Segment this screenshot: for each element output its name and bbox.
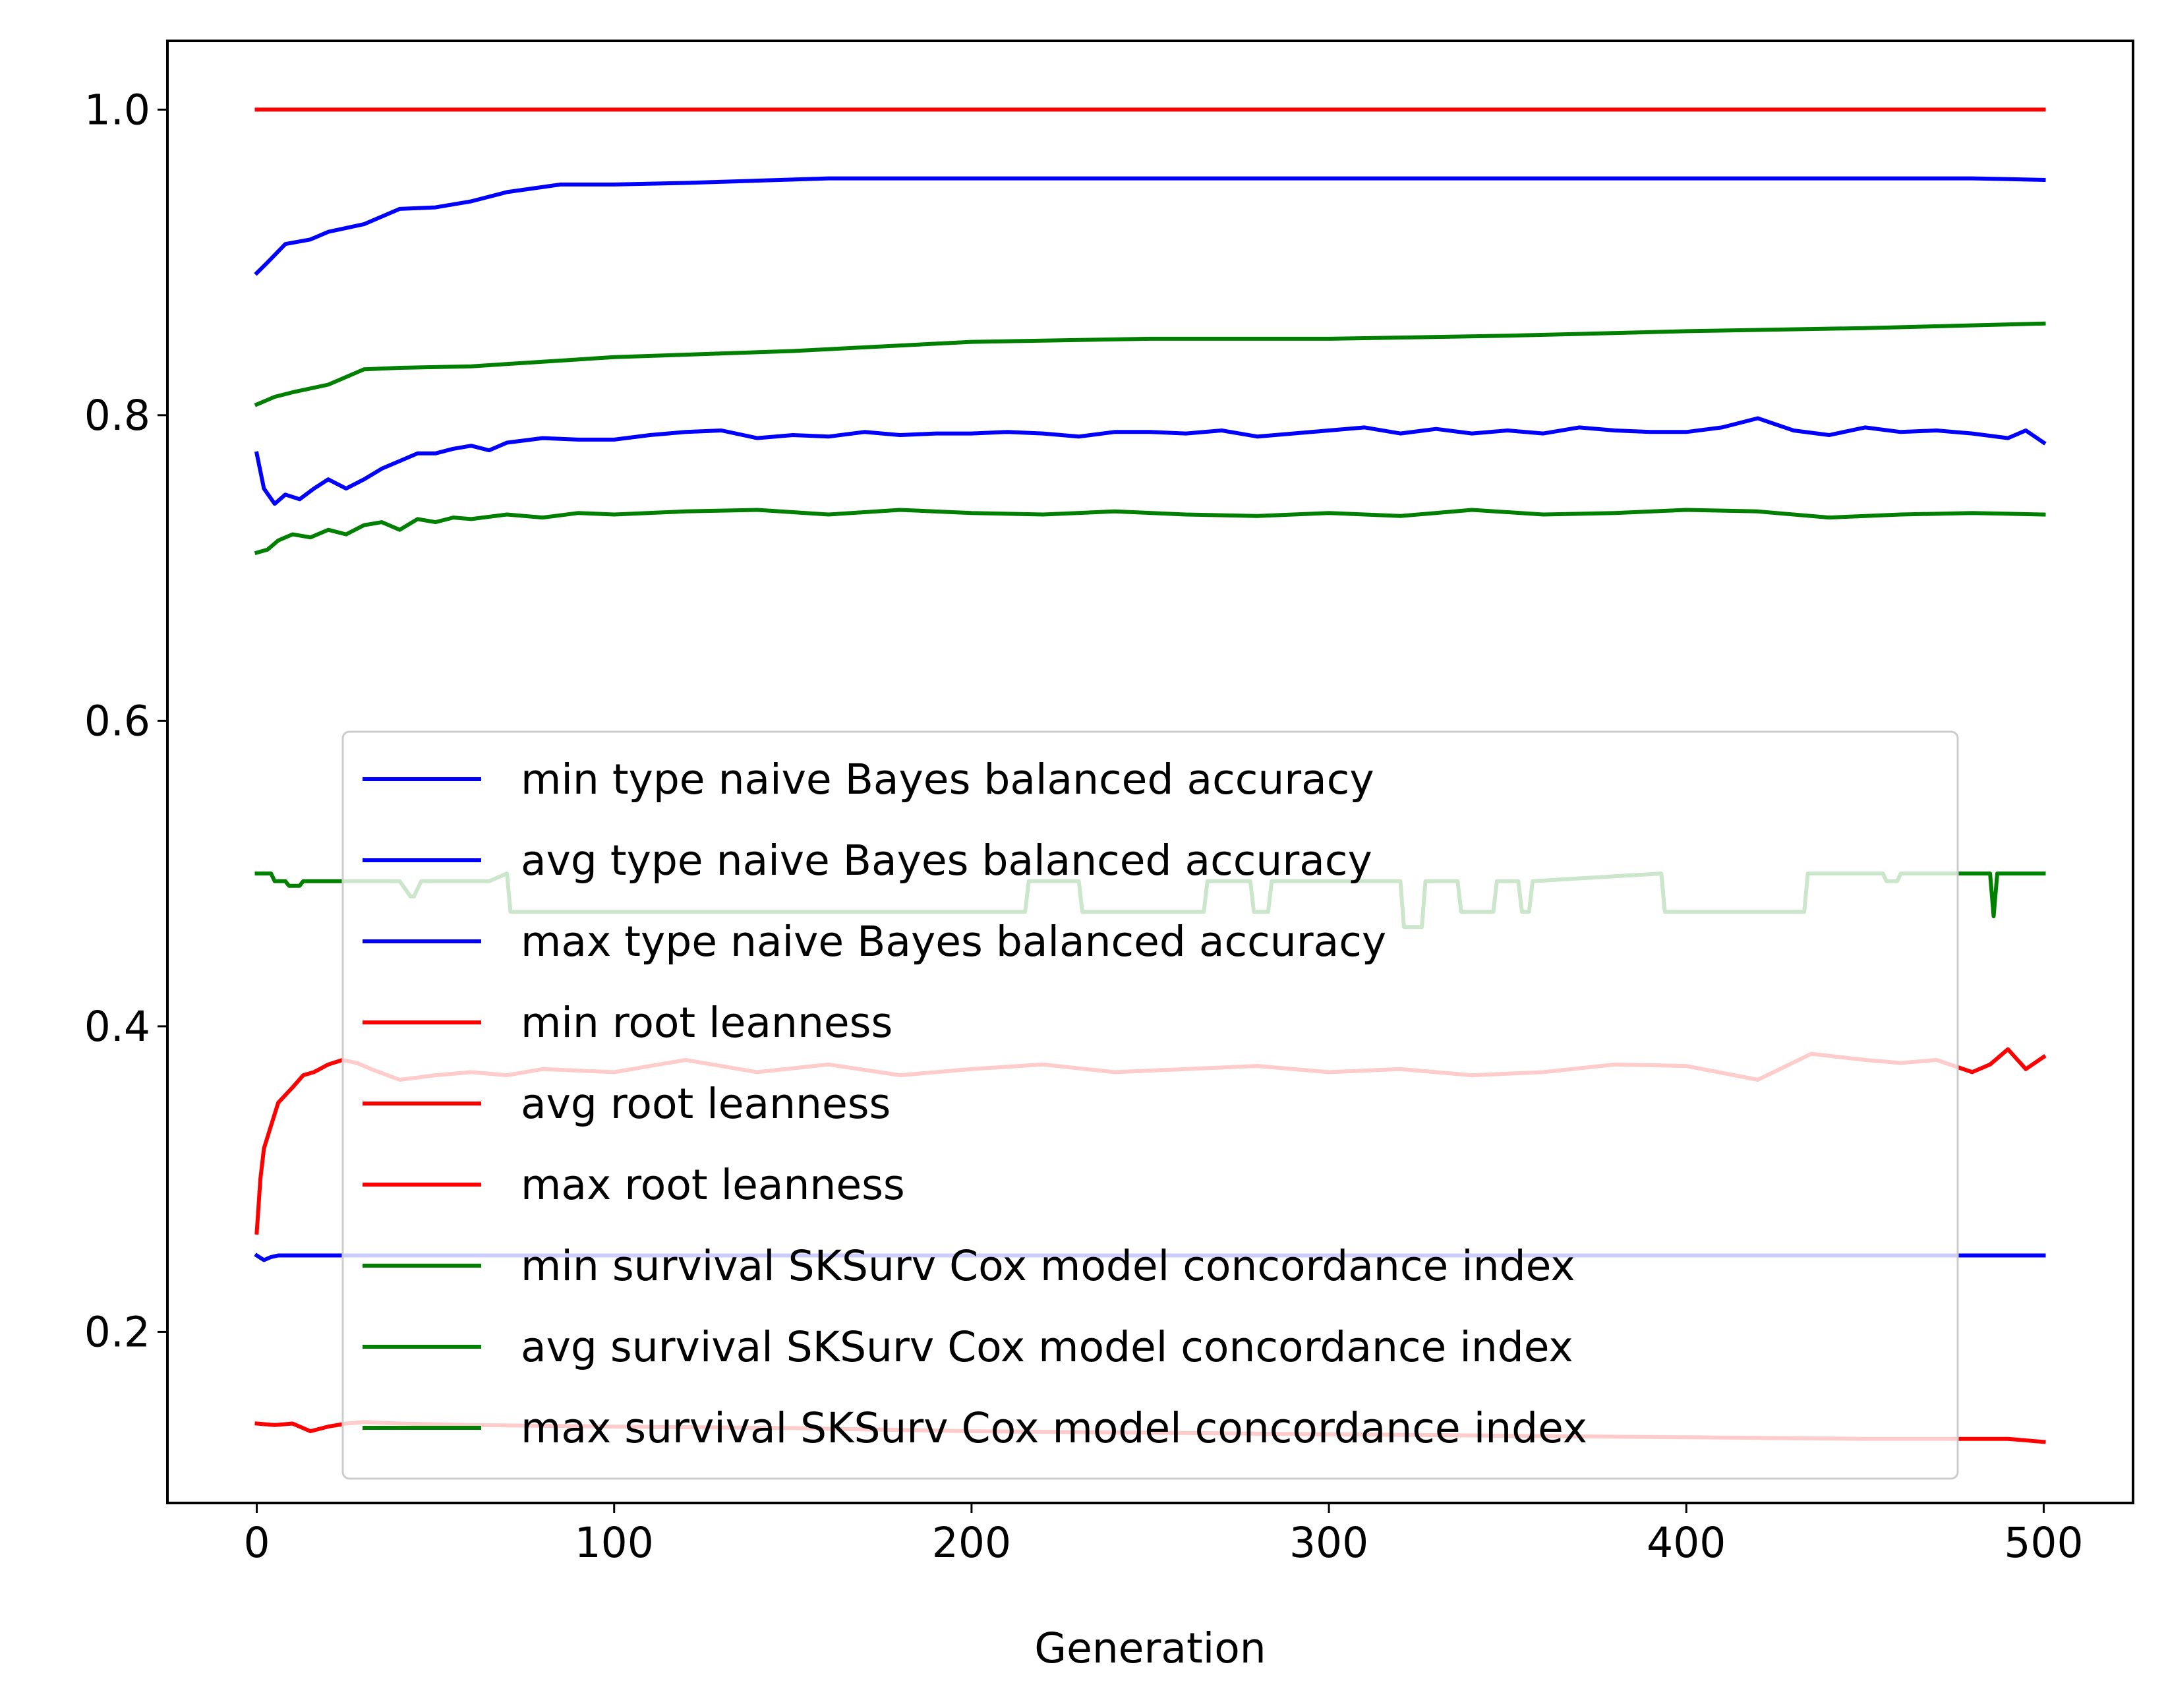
legend-entry: max root leanness [521,1161,905,1209]
y-axis-ticks: 0.2 0.4 0.6 0.8 1.0 [84,86,167,1356]
plot-frame [166,40,2134,1504]
y-tick-label: 0.8 [84,392,150,440]
legend-entry: avg root leanness [521,1080,891,1128]
x-tick-label: 400 [1647,1519,1726,1567]
legend-entry: avg survival SKSurv Cox model concordanc… [521,1323,1573,1371]
legend-entry: min type naive Bayes balanced accuracy [521,755,1374,804]
y-tick-label: 1.0 [84,86,150,134]
legend-entry: max type naive Bayes balanced accuracy [521,918,1386,966]
series-line-8 [254,321,2046,407]
legend: min type naive Bayes balanced accuracy av… [341,730,1959,1480]
x-tick-label: 0 [243,1519,270,1567]
legend-entry: avg type naive Bayes balanced accuracy [521,837,1372,885]
legend-entry: max survival SKSurv Cox model concordanc… [521,1404,1587,1452]
x-axis-ticks: 0 100 200 300 400 500 [243,1503,2084,1567]
legend-box [341,730,1959,1480]
y-tick-label: 0.2 [84,1308,150,1356]
series-line-2 [254,176,2046,276]
x-tick-label: 100 [575,1519,654,1567]
y-tick-label: 0.6 [84,697,150,745]
x-tick-label: 200 [932,1519,1011,1567]
x-axis-label: Generation [1034,1624,1266,1672]
x-tick-label: 500 [2004,1519,2083,1567]
legend-entry: min survival SKSurv Cox model concordanc… [521,1242,1575,1290]
x-tick-label: 300 [1289,1519,1368,1567]
legend-entry: min root leanness [521,999,893,1047]
series-line-7 [254,508,2046,556]
y-tick-label: 0.4 [84,1003,150,1051]
series-line-1 [254,416,2047,506]
